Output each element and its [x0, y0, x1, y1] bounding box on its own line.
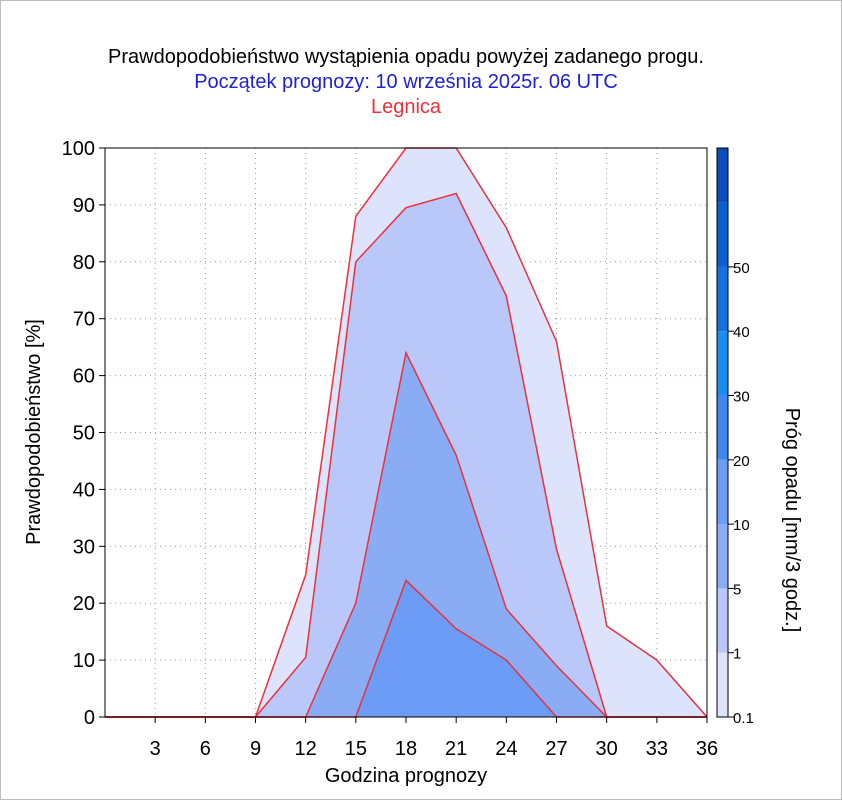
- x-tick-label: 24: [495, 738, 517, 760]
- colorbar-swatch: [717, 148, 728, 203]
- colorbar-tick-label: 50: [733, 260, 750, 277]
- colorbar-tick-label: 30: [733, 389, 750, 406]
- x-tick-label: 12: [295, 738, 317, 760]
- colorbar-swatch: [717, 588, 728, 653]
- colorbar-tick-label: 0.1: [733, 710, 754, 727]
- x-tick-label: 27: [545, 738, 567, 760]
- y-tick-label: 50: [73, 423, 95, 445]
- y-tick-label: 70: [73, 309, 95, 331]
- x-tick-label: 33: [646, 738, 668, 760]
- x-tick-label: 30: [596, 738, 618, 760]
- y-tick-label: 90: [73, 195, 95, 217]
- x-tick-label: 18: [395, 738, 417, 760]
- y-tick-label: 20: [73, 593, 95, 615]
- x-axis-label: Godzina prognozy: [325, 765, 487, 787]
- colorbar-swatch: [717, 202, 728, 267]
- colorbar-swatch: [717, 459, 728, 525]
- colorbar-tick-label: 1: [733, 646, 741, 663]
- y-tick-label: 100: [62, 138, 95, 160]
- colorbar-swatch: [717, 395, 728, 460]
- colorbar-tick-label: 10: [733, 517, 750, 534]
- y-tick-label: 0: [84, 707, 95, 729]
- y-tick-label: 80: [73, 252, 95, 274]
- y-tick-label: 40: [73, 479, 95, 501]
- chart-subtitle: Początek prognozy: 10 września 2025r. 06…: [194, 71, 618, 93]
- area-series-5: [105, 352, 707, 717]
- x-tick-label: 15: [345, 738, 367, 760]
- area-series-10: [105, 580, 707, 717]
- y-tick-label: 30: [73, 536, 95, 558]
- x-tick-label: 36: [696, 738, 718, 760]
- y-tick-label: 60: [73, 366, 95, 388]
- colorbar-frame: [716, 147, 729, 718]
- colorbar-tick-label: 5: [733, 581, 741, 598]
- x-tick-label: 21: [445, 738, 467, 760]
- chart-title: Prawdopodobieństwo wystąpienia opadu pow…: [108, 46, 704, 68]
- y-tick-label: 10: [73, 650, 95, 672]
- x-tick-label: 9: [250, 738, 261, 760]
- x-tick-label: 6: [200, 738, 211, 760]
- y-axis-label: Prawdopodobieństwo [%]: [23, 319, 45, 545]
- x-tick-label: 3: [150, 738, 161, 760]
- chart-location: Legnica: [371, 96, 442, 118]
- colorbar-tick-label: 40: [733, 324, 750, 341]
- colorbar-swatch: [717, 266, 728, 332]
- colorbar-swatch: [717, 652, 728, 717]
- colorbar-swatch: [717, 524, 728, 589]
- colorbar-label: Próg opadu [mm/3 godz.]: [781, 408, 803, 633]
- colorbar-swatch: [717, 331, 728, 396]
- colorbar-tick-label: 20: [733, 453, 750, 470]
